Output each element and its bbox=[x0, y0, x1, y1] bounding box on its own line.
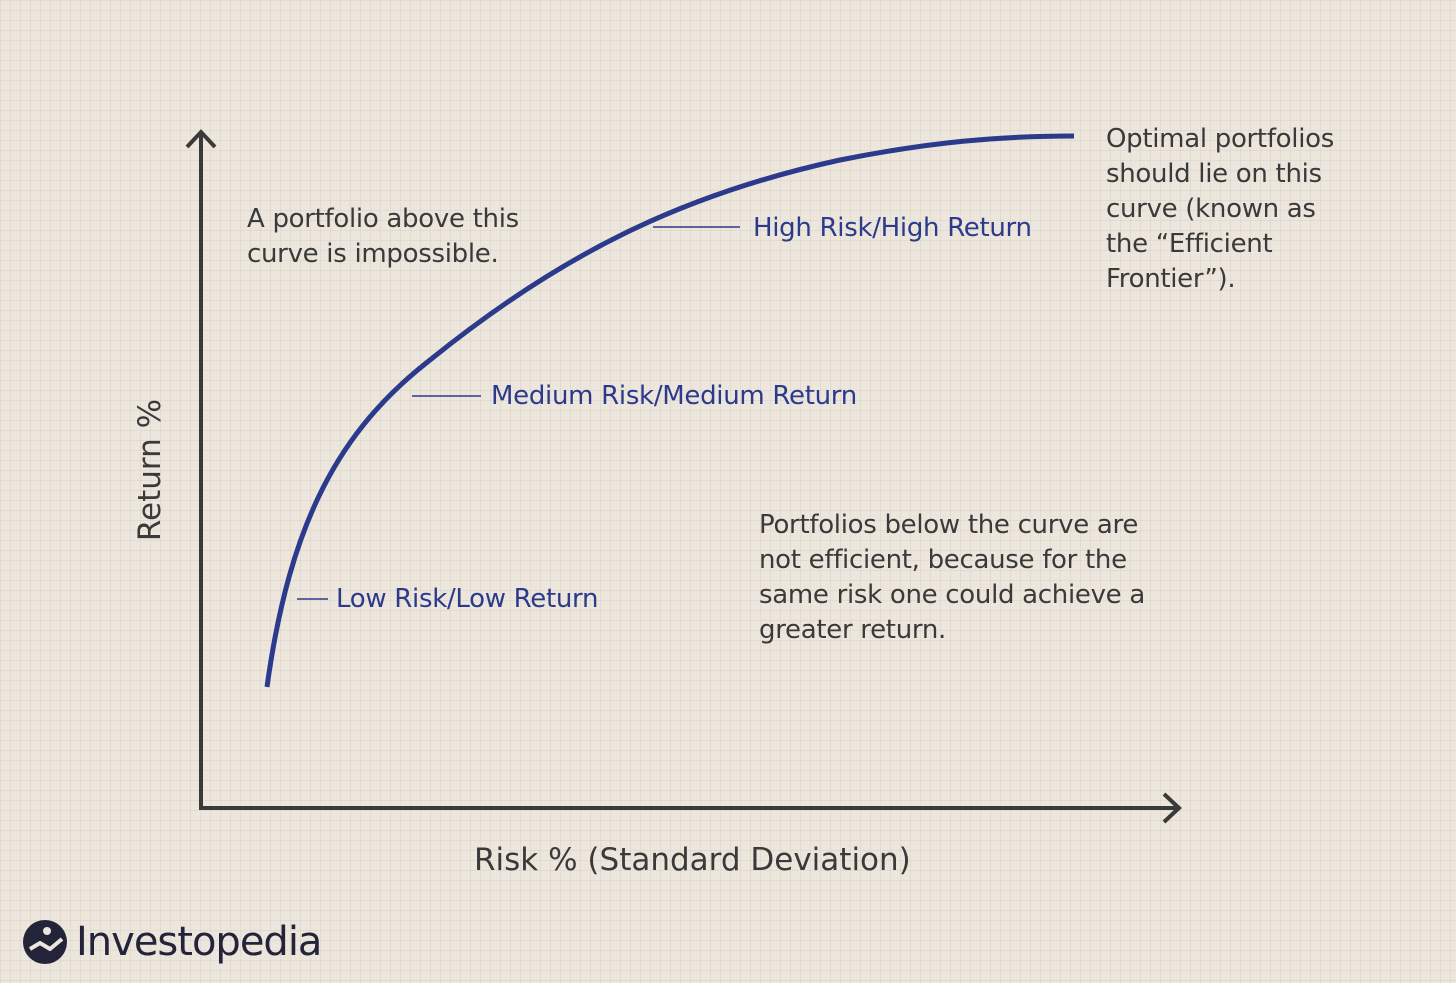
efficient-frontier-curve bbox=[264, 133, 1075, 688]
note-above-curve: A portfolio above this curve is impossib… bbox=[247, 202, 519, 272]
note-below-line-2: not efficient, because for the bbox=[759, 545, 1127, 575]
note-above-line-2: curve is impossible. bbox=[247, 239, 499, 269]
low-risk-label: Low Risk/Low Return bbox=[336, 584, 599, 614]
x-axis-label: Risk % (Standard Deviation) bbox=[474, 842, 911, 878]
x-axis-arrowhead bbox=[1162, 792, 1182, 824]
investopedia-logo-icon bbox=[23, 920, 67, 964]
y-axis-label: Return % bbox=[132, 398, 168, 542]
note-optimal-line-5: Frontier”). bbox=[1106, 264, 1236, 294]
note-above-line-1: A portfolio above this bbox=[247, 204, 519, 234]
note-below-line-4: greater return. bbox=[759, 615, 946, 645]
medium-risk-label: Medium Risk/Medium Return bbox=[491, 381, 857, 411]
note-optimal-portfolios: Optimal portfolios should lie on this cu… bbox=[1106, 122, 1334, 297]
investopedia-wordmark: Investopedia bbox=[76, 919, 322, 965]
note-below-line-1: Portfolios below the curve are bbox=[759, 510, 1139, 540]
note-below-curve: Portfolios below the curve are not effic… bbox=[759, 508, 1145, 648]
note-optimal-line-2: should lie on this bbox=[1106, 159, 1322, 189]
y-axis-arrowhead bbox=[185, 129, 217, 149]
investopedia-logo: Investopedia bbox=[22, 912, 322, 972]
note-below-line-3: same risk one could achieve a bbox=[759, 580, 1145, 610]
note-optimal-line-4: the “Efficient bbox=[1106, 229, 1273, 259]
note-optimal-line-1: Optimal portfolios bbox=[1106, 124, 1334, 154]
high-risk-label: High Risk/High Return bbox=[753, 213, 1032, 243]
note-optimal-line-3: curve (known as bbox=[1106, 194, 1316, 224]
